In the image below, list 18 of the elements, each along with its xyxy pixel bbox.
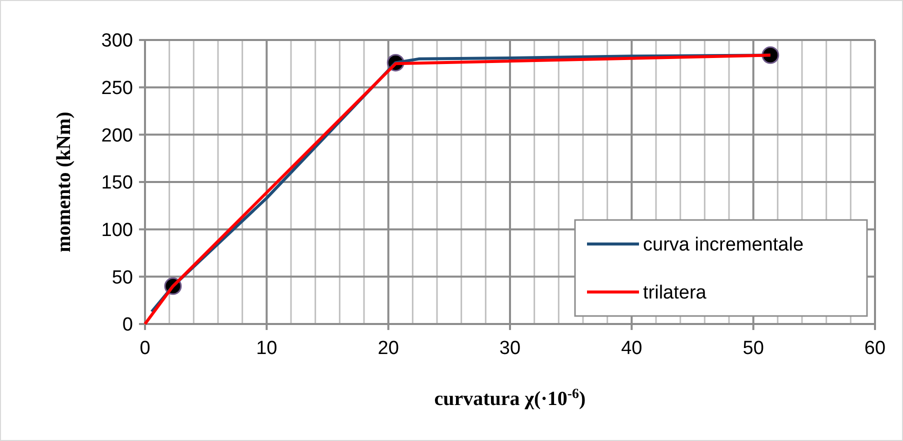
x-tick-label: 60	[864, 338, 886, 359]
y-tick-label: 50	[112, 267, 133, 288]
x-axis-title: curvatura χ(·10$^{-6}$)	[434, 386, 586, 410]
legend-label: trilatera	[643, 282, 707, 304]
y-tick-label: 200	[101, 125, 133, 146]
y-tick-label: 250	[101, 78, 133, 99]
y-tick-label: 100	[101, 220, 133, 241]
x-tick-label: 50	[742, 338, 764, 359]
x-tick-label: 30	[499, 338, 521, 359]
x-tick-label: 40	[621, 338, 642, 359]
legend-label: curva incrementale	[643, 234, 804, 256]
y-tick-label: 300	[101, 30, 133, 52]
y-tick-label: 150	[101, 172, 133, 194]
x-tick-label: 0	[140, 338, 150, 359]
y-tick-label: 0	[122, 314, 133, 336]
x-tick-label: 20	[378, 338, 399, 359]
x-tick-label: 10	[256, 338, 278, 359]
y-axis-title: momento (kNm)	[53, 112, 75, 252]
